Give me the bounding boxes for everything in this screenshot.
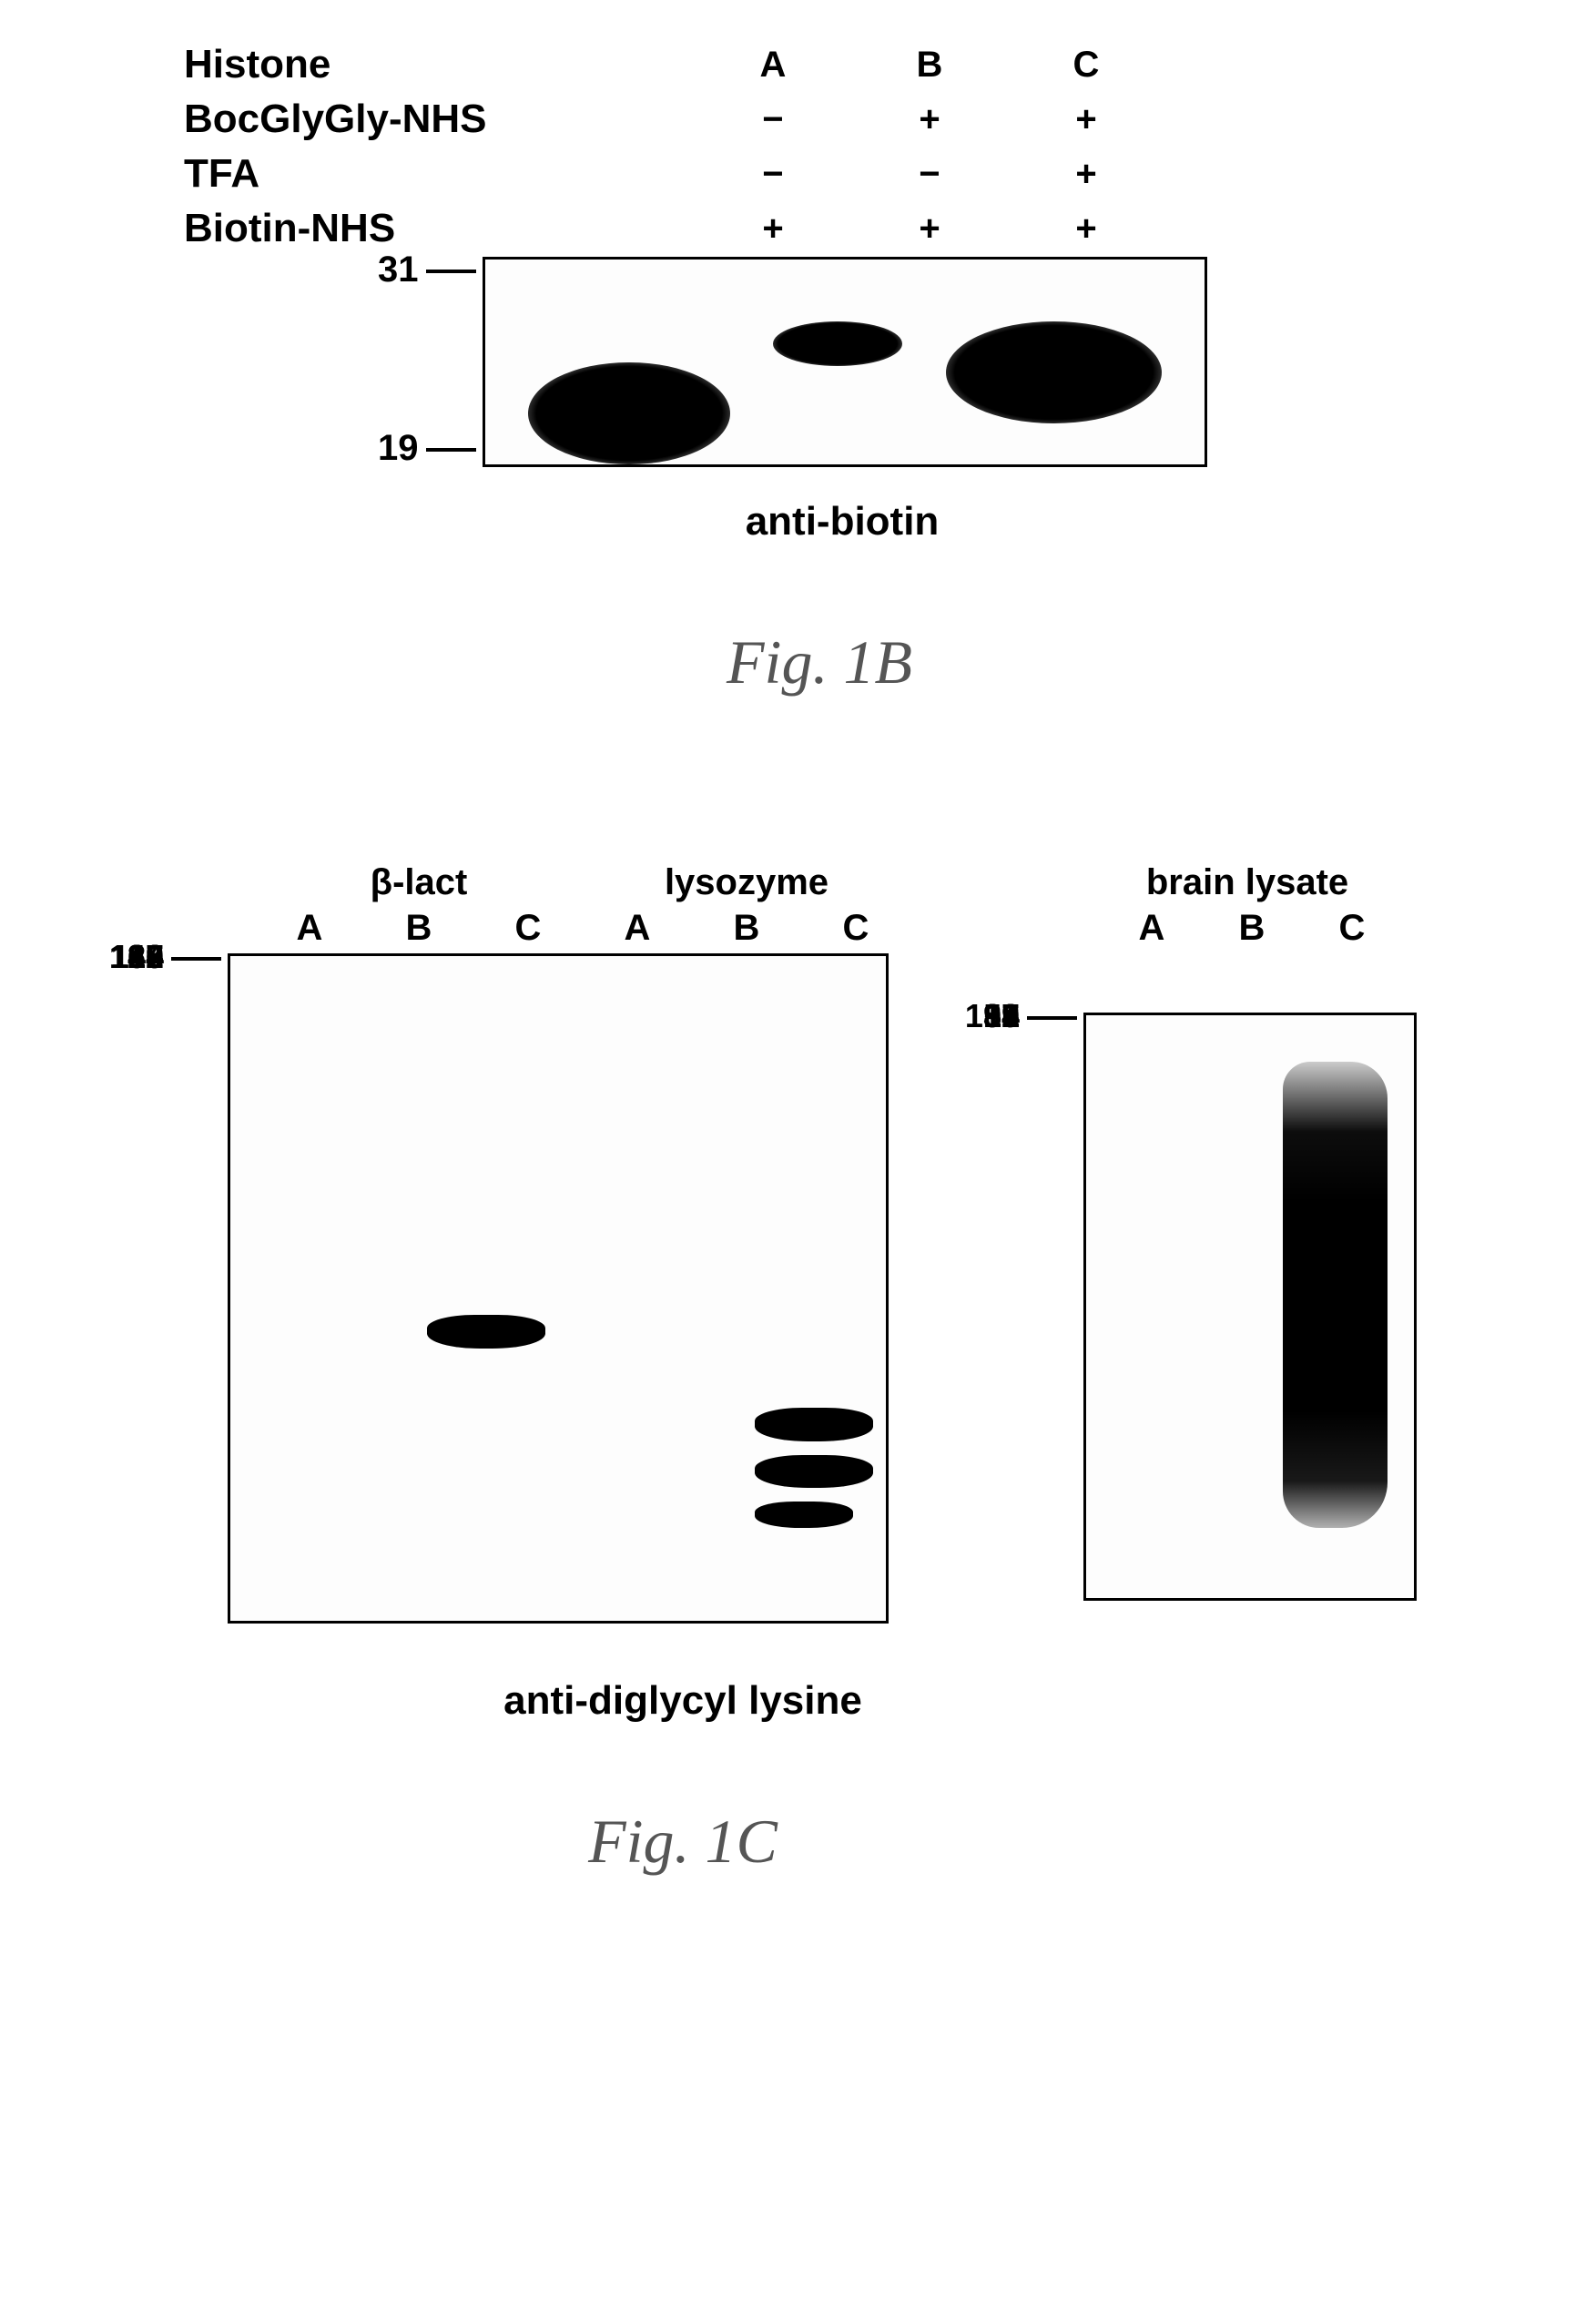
condition-value: +: [852, 93, 1007, 146]
blot-band: [427, 1315, 545, 1349]
antibody-label: anti-diglycyl lysine: [91, 1678, 1275, 1724]
lane-header: B: [1202, 908, 1302, 949]
condition-label: TFA: [184, 148, 694, 200]
blot-container: 3119: [483, 257, 1275, 467]
lane-header: C: [473, 908, 583, 949]
sample-header: lysozyme: [583, 862, 910, 903]
antibody-label: anti-biotin: [483, 499, 1202, 545]
lane-header: C: [801, 908, 910, 949]
western-blot: 1801158264493726156: [228, 953, 889, 1624]
conditions-table: Histone A B C BocGlyGly-NHS − + + TFA − …: [182, 36, 1165, 257]
condition-value: +: [1009, 202, 1164, 255]
mw-marker: 6: [94, 938, 221, 976]
blot-band: [773, 321, 902, 367]
blot-band: [755, 1455, 873, 1489]
mw-marker: 19: [378, 428, 476, 469]
lane-header: A: [696, 38, 850, 91]
sample-header: β-lact: [255, 862, 583, 903]
figure-caption: Fig. 1C: [91, 1806, 1275, 1878]
lane-header: B: [852, 38, 1007, 91]
lane-header: A: [255, 908, 364, 949]
lane-header: B: [692, 908, 801, 949]
condition-value: +: [852, 202, 1007, 255]
condition-label: BocGlyGly-NHS: [184, 93, 694, 146]
blot-smear: [1283, 1062, 1388, 1528]
condition-value: +: [1009, 93, 1164, 146]
condition-label: Biotin-NHS: [184, 202, 694, 255]
lane-header: C: [1009, 38, 1164, 91]
sample-header: brain lysate: [1083, 862, 1411, 903]
lane-header: A: [583, 908, 692, 949]
condition-value: +: [1009, 148, 1164, 200]
lane-header: B: [364, 908, 473, 949]
condition-value: −: [852, 148, 1007, 200]
blot-band: [755, 1502, 853, 1528]
blot-band: [946, 321, 1162, 424]
condition-value: +: [696, 202, 850, 255]
western-blot: 3119: [483, 257, 1207, 467]
blot-band: [755, 1408, 873, 1441]
lane-header: C: [1302, 908, 1402, 949]
mw-marker: 31: [378, 249, 476, 290]
condition-value: −: [696, 148, 850, 200]
western-blot: 185985231191714: [1083, 1013, 1417, 1601]
right-panel: brain lysate A B C 185985231191714: [1083, 862, 1417, 1601]
lane-header: A: [1102, 908, 1202, 949]
left-panel: β-lact lysozyme A B C A B C 180115826449…: [228, 862, 910, 1624]
blot-band: [528, 362, 729, 465]
condition-label: Histone: [184, 38, 694, 91]
figure-1b: Histone A B C BocGlyGly-NHS − + + TFA − …: [182, 36, 1275, 698]
figure-1c: β-lact lysozyme A B C A B C 180115826449…: [91, 862, 1548, 1878]
figure-caption: Fig. 1B: [364, 626, 1275, 698]
condition-value: −: [696, 93, 850, 146]
mw-marker: 14: [950, 997, 1077, 1035]
